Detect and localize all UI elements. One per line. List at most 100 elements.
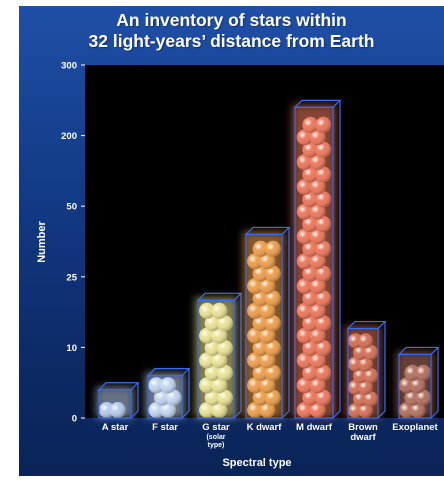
star-ball-highlight [165,389,182,406]
star-ball-highlight [309,129,326,146]
x-tick-label: G star [202,422,230,433]
star-ball-highlight [211,377,228,394]
star-ball-highlight [296,352,313,369]
star-ball-highlight [302,364,319,381]
star-ball-highlight [148,402,165,418]
star-ball-highlight [159,377,176,394]
star-ball-highlight [154,389,171,406]
star-ball-highlight [199,402,216,418]
star-ball-highlight [199,302,216,319]
star-ball-highlight [296,327,313,344]
star-ball-highlight [252,340,269,356]
star-ball-highlight [264,290,281,307]
star-ball-highlight [302,340,319,356]
star-ball-highlight [199,327,216,344]
bar-box-side [430,347,439,419]
bar-box-front [294,106,334,419]
star-ball-highlight [302,116,319,133]
star-ball-highlight [409,377,426,394]
chart-title-line-2: 32 light-years’ distance from Earth [88,31,375,51]
star-ball-highlight [259,278,276,294]
star-ball-highlight [309,302,326,319]
star-ball-highlight [315,216,332,232]
star-ball-highlight [259,302,276,319]
star-ball-highlight [252,315,269,332]
bar-box-side [332,100,341,419]
star-ball-highlight [247,352,264,369]
star-ball-highlight [315,364,332,381]
bar-chart: 0 10 25 50 200 300 A star F star G star(solarty… [36,61,444,469]
y-tick-label: 10 [66,343,77,354]
star-ball-highlight [415,389,432,406]
star-ball-highlight [204,389,221,406]
star-ball-highlight [216,364,233,381]
x-axis-title: Spectral type [222,457,291,469]
star-ball-highlight [264,364,281,381]
star-ball-highlight [259,327,276,344]
bar-box-side [130,382,139,419]
star-ball-highlight [302,191,319,208]
star-ball-highlight [204,315,221,332]
star-ball-highlight [309,253,326,270]
star-ball-highlight [309,228,326,245]
star-ball-highlight [315,166,332,183]
star-ball-highlight [252,265,269,282]
star-ball-highlight [315,116,332,133]
star-ball-highlight [204,364,221,381]
star-ball-highlight [302,389,319,406]
bar-exoplanet [396,346,440,419]
star-ball-highlight [415,364,432,381]
star-ball-highlight [247,278,264,294]
bar-a-star [96,382,140,419]
bar-box-side [233,293,242,419]
star-ball-highlight [309,203,326,220]
star-ball-highlight [315,290,332,307]
x-tick-sublabel: (solar [206,434,225,441]
star-ball-highlight [302,166,319,183]
star-ball-highlight [211,327,228,344]
star-ball-highlight [252,389,269,406]
y-tick-label: 200 [61,131,77,142]
star-ball-highlight [247,302,264,319]
star-ball-highlight [216,389,233,406]
bar-box-front [147,375,183,419]
star-ball-highlight [309,327,326,344]
star-ball-highlight [296,278,313,294]
star-ball-highlight [148,377,165,394]
bar-g-star [195,292,243,419]
star-ball-highlight [211,352,228,369]
star-ball-highlight [296,203,313,220]
star-ball-highlight [315,240,332,257]
star-ball-highlight [159,402,176,418]
bar-box-side [377,321,386,419]
x-tick-label: K dwarf [247,422,283,433]
star-ball-highlight [296,377,313,394]
star-ball-highlight [302,315,319,332]
x-tick-label: dwarf [350,432,376,443]
star-ball-highlight [252,240,269,257]
star-ball-highlight [296,402,313,418]
star-ball-highlight [259,253,276,270]
bar-box-front [245,233,283,419]
star-ball-highlight [357,403,373,418]
x-tick-sublabel: type) [208,442,225,449]
star-ball-highlight [309,352,326,369]
chart-title-line-1: An inventory of stars within [116,10,347,30]
bar-box-front [98,389,132,419]
star-ball-highlight [363,391,379,407]
star-ball-highlight [216,340,233,356]
star-ball-highlight [315,389,332,406]
star-ball-highlight [247,253,264,270]
star-ball-highlight [211,302,228,319]
star-ball-highlight [357,333,373,349]
y-tick-label: 50 [66,202,77,213]
y-axis-title: Number [36,221,48,263]
star-ball-highlight [315,315,332,332]
y-tick-label: 0 [72,414,77,425]
star-ball-highlight [216,315,233,332]
star-ball-highlight [302,240,319,257]
star-ball-highlight [264,265,281,282]
x-tick-label: Brown [348,422,378,433]
star-ball-highlight [296,228,313,245]
star-ball-highlight [296,253,313,270]
